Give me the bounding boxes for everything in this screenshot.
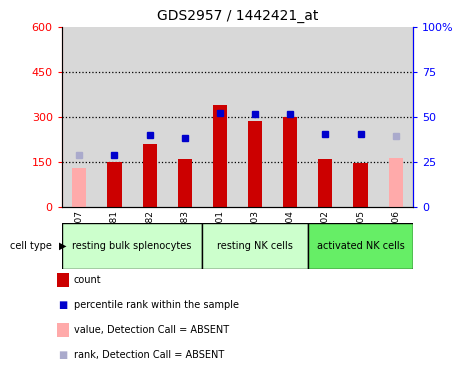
Bar xyxy=(72,168,86,207)
Text: ▶: ▶ xyxy=(59,241,67,251)
Text: resting bulk splenocytes: resting bulk splenocytes xyxy=(72,241,192,251)
Bar xyxy=(248,121,262,207)
Bar xyxy=(343,27,378,207)
Text: resting NK cells: resting NK cells xyxy=(217,241,293,251)
Bar xyxy=(213,105,227,207)
Bar xyxy=(273,27,308,207)
Text: ■: ■ xyxy=(58,350,67,360)
Text: count: count xyxy=(74,275,101,285)
Bar xyxy=(202,223,308,269)
Bar xyxy=(353,163,368,207)
Bar xyxy=(318,159,332,207)
Bar xyxy=(238,27,273,207)
Text: rank, Detection Call = ABSENT: rank, Detection Call = ABSENT xyxy=(74,350,224,360)
Bar xyxy=(378,27,413,207)
Bar xyxy=(283,117,297,207)
Title: GDS2957 / 1442421_at: GDS2957 / 1442421_at xyxy=(157,9,318,23)
Bar xyxy=(62,27,97,207)
Bar xyxy=(308,223,413,269)
Bar xyxy=(132,27,167,207)
Text: percentile rank within the sample: percentile rank within the sample xyxy=(74,300,238,310)
Text: activated NK cells: activated NK cells xyxy=(317,241,404,251)
Bar xyxy=(167,27,202,207)
Bar xyxy=(389,158,403,207)
Bar xyxy=(202,27,238,207)
Bar xyxy=(107,162,122,207)
Bar xyxy=(97,27,132,207)
Bar xyxy=(308,27,343,207)
Bar xyxy=(142,144,157,207)
Text: value, Detection Call = ABSENT: value, Detection Call = ABSENT xyxy=(74,325,229,335)
Text: cell type: cell type xyxy=(10,241,52,251)
Text: ■: ■ xyxy=(58,300,67,310)
Bar xyxy=(178,159,192,207)
Bar xyxy=(62,223,202,269)
